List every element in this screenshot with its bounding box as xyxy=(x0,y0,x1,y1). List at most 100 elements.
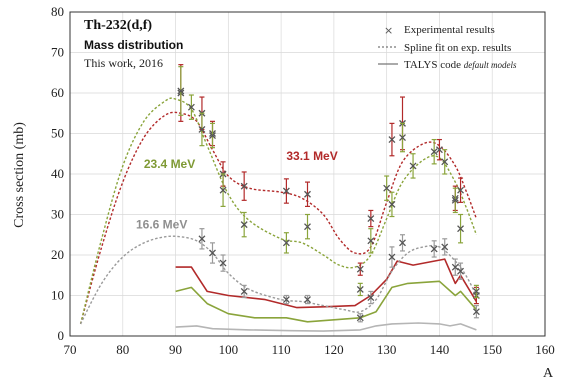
cross-marker xyxy=(399,134,406,142)
chart-title: Th-232(d,f) xyxy=(84,18,152,33)
cross-marker xyxy=(383,184,391,192)
experimental-point-16-6-mev xyxy=(356,313,364,323)
x-tick-label: 160 xyxy=(535,342,555,357)
x-tick-label: 100 xyxy=(219,342,239,357)
experimental-point-16-6-mev xyxy=(457,262,465,280)
experimental-point-33-1-mev xyxy=(240,171,248,201)
legend-item-experimental: × Experimental results xyxy=(384,24,495,37)
cross-marker xyxy=(304,190,311,198)
experimental-point-23-4-mev xyxy=(472,284,480,299)
experimental-point-23-4-mev xyxy=(304,213,311,240)
y-tick-label: 10 xyxy=(51,288,64,303)
cross-marker xyxy=(282,187,290,195)
experimental-point-33-1-mev xyxy=(304,181,311,207)
experimental-point-33-1-mev xyxy=(457,177,465,203)
experimental-point-33-1-mev xyxy=(367,209,375,228)
cross-marker xyxy=(219,186,227,194)
x-tick-label: 110 xyxy=(272,342,291,357)
x-tick-label: 140 xyxy=(430,342,450,357)
x-tick-label: 150 xyxy=(482,342,502,357)
legend-label-experimental: Experimental results xyxy=(404,24,495,36)
y-tick-label: 70 xyxy=(51,45,64,60)
experimental-point-16-6-mev xyxy=(282,294,290,305)
experimental-point-16-6-mev xyxy=(441,238,449,256)
cross-marker xyxy=(388,200,396,208)
experimental-point-33-1-mev xyxy=(435,138,443,161)
experimental-point-23-4-mev xyxy=(209,122,216,149)
x-tick-label: 130 xyxy=(377,342,397,357)
legend-talys-label: TALYS code xyxy=(404,59,461,71)
y-tick-label: 60 xyxy=(51,85,64,100)
cross-marker xyxy=(451,196,459,204)
legend-cross-icon: × xyxy=(384,24,393,37)
cross-marker xyxy=(441,243,449,251)
experimental-point-16-6-mev xyxy=(304,294,311,305)
y-tick-label: 20 xyxy=(51,247,64,262)
experimental-point-23-4-mev xyxy=(409,153,417,179)
cross-marker xyxy=(451,263,459,271)
experimental-point-16-6-mev xyxy=(388,246,396,268)
experimental-point-33-1-mev xyxy=(356,262,364,276)
experimental-point-16-6-mev xyxy=(399,234,406,252)
experimental-point-23-4-mev xyxy=(187,94,195,120)
x-tick-label: 70 xyxy=(64,342,77,357)
energy-labels: 33.1 MeV 23.4 MeV 16.6 MeV xyxy=(136,149,338,232)
experimental-point-16-6-mev xyxy=(367,290,375,305)
cross-marker xyxy=(304,296,311,304)
y-axis-title: Cross section (mb) xyxy=(12,122,27,228)
talys-curve-23-4-mev xyxy=(175,280,478,323)
y-tick-label: 30 xyxy=(51,207,64,222)
experimental-point-16-6-mev xyxy=(430,240,438,258)
cross-marker xyxy=(472,287,480,295)
x-tick-label: 80 xyxy=(116,342,129,357)
energy-label-16-6-mev: 16.6 MeV xyxy=(136,218,187,232)
plot-frame xyxy=(69,11,546,337)
cross-marker xyxy=(388,136,396,144)
cross-marker xyxy=(388,253,396,261)
cross-marker xyxy=(356,314,364,322)
cross-marker xyxy=(304,223,311,231)
cross-marker xyxy=(367,294,375,301)
cross-marker xyxy=(187,103,195,111)
legend-item-spline: Spline fit on exp. results xyxy=(378,42,511,54)
cross-marker xyxy=(282,296,290,304)
cross-marker xyxy=(441,158,449,166)
cross-marker xyxy=(240,287,248,295)
y-tick-label: 0 xyxy=(58,328,65,343)
cross-marker xyxy=(240,182,248,190)
talys-curve-33-1-mev xyxy=(175,258,478,309)
cross-marker xyxy=(219,259,227,267)
y-tick-label: 80 xyxy=(51,4,64,19)
cross-marker xyxy=(198,235,206,243)
cross-marker xyxy=(177,87,185,95)
cross-marker xyxy=(409,162,417,170)
experimental-point-16-6-mev xyxy=(219,254,227,272)
cross-marker xyxy=(435,146,443,154)
talys-curves xyxy=(175,258,478,332)
x-tick-label: 120 xyxy=(324,342,344,357)
energy-label-23-4-mev: 23.4 MeV xyxy=(144,157,195,171)
axis-ticks: 0 10 20 30 40 50 60 70 80 70 80 90 100 110 120 130 140 15… xyxy=(51,4,555,357)
spline-curve-16-6-mev xyxy=(79,235,478,325)
experimental-point-23-4-mev xyxy=(399,122,406,153)
experimental-point-16-6-mev xyxy=(209,242,216,264)
y-tick-label: 50 xyxy=(51,126,64,141)
cross-marker xyxy=(430,245,438,253)
grid xyxy=(69,11,546,337)
spline-curves xyxy=(79,97,478,325)
experimental-point-23-4-mev xyxy=(356,282,364,297)
experimental-point-23-4-mev xyxy=(367,228,375,254)
experimental-points xyxy=(177,64,480,323)
experimental-point-23-4-mev xyxy=(451,187,459,214)
experimental-point-16-6-mev xyxy=(198,228,206,250)
legend-item-talys: TALYS code default models xyxy=(378,59,517,71)
cross-marker xyxy=(356,285,364,293)
legend-talys-suffix: default models xyxy=(464,60,517,70)
experimental-point-33-1-mev xyxy=(282,178,290,204)
experimental-point-23-4-mev xyxy=(177,66,185,116)
experimental-point-23-4-mev xyxy=(219,173,227,207)
experimental-point-23-4-mev xyxy=(430,138,438,165)
x-tick-label: 90 xyxy=(169,342,182,357)
experimental-point-23-4-mev xyxy=(282,232,290,254)
